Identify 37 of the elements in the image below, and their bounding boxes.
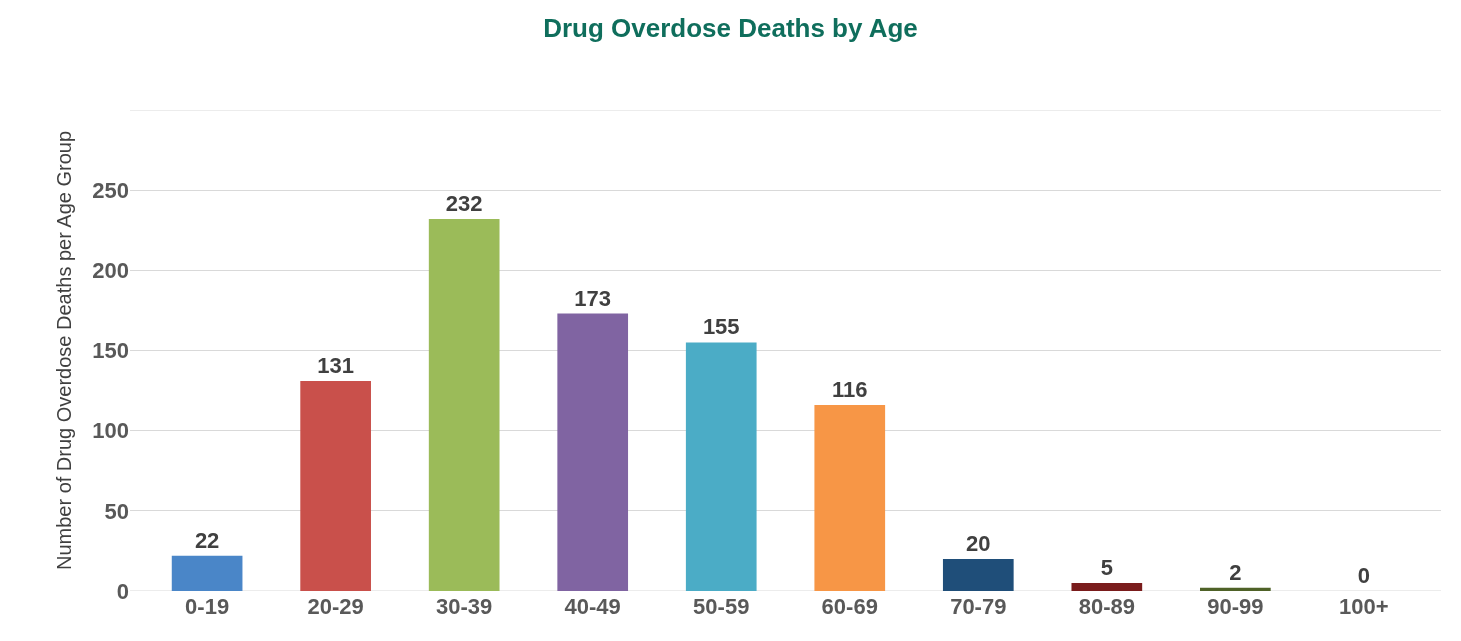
x-tick-label: 80-89 (1078, 594, 1135, 619)
x-tick-label: 70-79 (950, 594, 1007, 619)
data-label: 22 (194, 527, 220, 553)
x-tick-label: 0-19 (185, 594, 230, 619)
x-tick-label: 20-29 (307, 594, 364, 619)
y-tick-label: 150 (92, 338, 129, 364)
bar (428, 219, 500, 591)
data-label: 0 (1357, 563, 1371, 588)
y-tick-label: 50 (104, 498, 129, 524)
y-tick-label: 0 (116, 578, 129, 604)
bar (942, 558, 1014, 591)
data-label: 173 (574, 285, 612, 311)
data-label: 5 (1100, 554, 1113, 580)
data-label: 155 (702, 314, 740, 340)
x-tick-label: 60-69 (821, 594, 878, 619)
bar (171, 555, 243, 591)
data-label: 20 (966, 530, 991, 556)
y-tick-label: 250 (92, 177, 129, 203)
y-tick-label: 200 (92, 258, 129, 284)
data-label: 131 (317, 352, 354, 378)
x-tick-label: 40-49 (564, 594, 621, 619)
bar (300, 380, 371, 591)
bar (814, 405, 886, 591)
x-tick-label: 30-39 (436, 594, 493, 619)
bar (685, 342, 757, 591)
x-tick-label: 90-99 (1207, 594, 1264, 619)
bar (557, 313, 629, 591)
x-tick-label: 100+ (1339, 594, 1389, 619)
chart-title: Drug Overdose Deaths by Age (543, 13, 918, 44)
data-label: 116 (832, 377, 868, 403)
y-tick-label: 100 (92, 418, 129, 444)
bar (1200, 587, 1271, 591)
y-axis-title: Number of Drug Overdose Deaths per Age Group (52, 130, 75, 571)
data-label: 2 (1229, 559, 1242, 585)
x-tick-label: 50-59 (693, 594, 750, 619)
bar (1071, 582, 1143, 591)
data-label: 232 (445, 191, 483, 217)
